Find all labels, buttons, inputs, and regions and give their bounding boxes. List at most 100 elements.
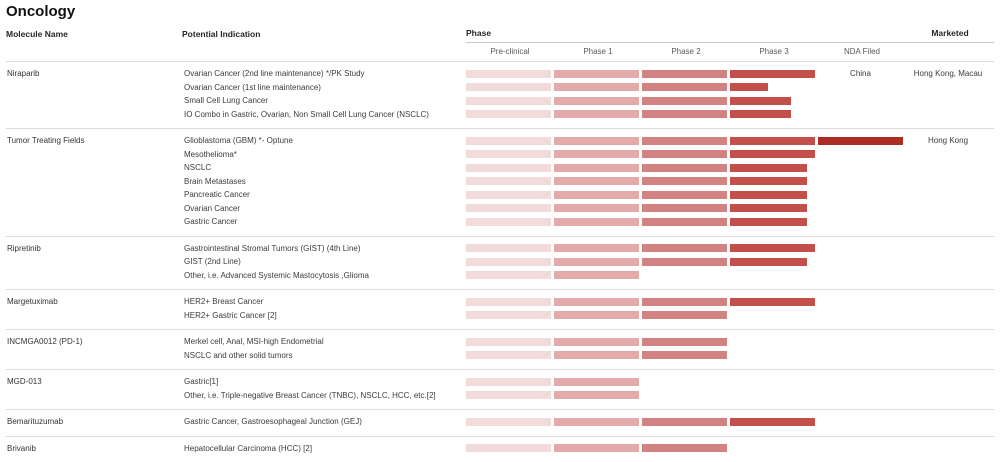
column-header-marketed: Marketed xyxy=(906,28,994,43)
phase-bar-segment-pre-clinical xyxy=(466,298,551,306)
indication-label: Gastric Cancer xyxy=(182,217,466,226)
phase-bar-segment-pre-clinical xyxy=(466,97,551,105)
phase-bar-segment-phase-1 xyxy=(554,83,639,91)
phase-bar-segment-phase-3 xyxy=(730,258,807,266)
indication-label: Gastric Cancer, Gastroesophageal Junctio… xyxy=(182,417,466,426)
phase-cell-phase-2 xyxy=(642,175,730,189)
phase-bar-segment-phase-3 xyxy=(730,177,807,185)
phase-cell-phase-2 xyxy=(642,349,730,363)
molecule-name: Margetuximab xyxy=(6,297,182,306)
indication-label: Merkel cell, Anal, MSI-high Endometrial xyxy=(182,337,466,346)
phase-bar-segment-phase-2 xyxy=(642,258,727,266)
phase-cell-phase-2 xyxy=(642,295,730,309)
pipeline-row: HER2+ Gastric Cancer [2] xyxy=(6,309,994,323)
pipeline-row: INCMGA0012 (PD-1)Merkel cell, Anal, MSI-… xyxy=(6,335,994,349)
phase-bar-segment-pre-clinical xyxy=(466,204,551,212)
phase-bar-segment-phase-3 xyxy=(730,150,815,158)
pipeline-row: Other, i.e. Triple-negative Breast Cance… xyxy=(6,389,994,403)
phase-cell-phase-2 xyxy=(642,188,730,202)
phase-cell-phase-2 xyxy=(642,81,730,95)
phase-cell-phase-2 xyxy=(642,309,730,323)
phase-bar-segment-phase-1 xyxy=(554,177,639,185)
phase-bar-segment-phase-2 xyxy=(642,137,727,145)
pipeline-row: Brain Metastases xyxy=(6,175,994,189)
phase-bar-segment-phase-1 xyxy=(554,311,639,319)
phase-cell-phase-1 xyxy=(554,81,642,95)
phase-cell-pre-clinical xyxy=(466,202,554,216)
phase-cell-phase-2 xyxy=(642,161,730,175)
pipeline-row: Small Cell Lung Cancer xyxy=(6,94,994,108)
indication-label: Gastric[1] xyxy=(182,377,466,386)
phase-cell-phase-3 xyxy=(730,242,818,256)
phase-bar-segment-phase-2 xyxy=(642,218,727,226)
phase-cell-nda-filed xyxy=(818,242,906,256)
phase-bar-segment-pre-clinical xyxy=(466,391,551,399)
indication-label: Ovarian Cancer (2nd line maintenance) */… xyxy=(182,69,466,78)
phase-bar-segment-phase-1 xyxy=(554,271,639,279)
page-title: Oncology xyxy=(6,3,994,21)
phase-bar-segment-phase-2 xyxy=(642,83,727,91)
phase-cell-pre-clinical xyxy=(466,161,554,175)
molecule-name: INCMGA0012 (PD-1) xyxy=(6,337,182,346)
phase-bar-segment-phase-1 xyxy=(554,191,639,199)
phase-cell-phase-3 xyxy=(730,295,818,309)
phase-cell-phase-2 xyxy=(642,255,730,269)
phase-subheader-phase-1: Phase 1 xyxy=(554,47,642,56)
phase-bar-segment-pre-clinical xyxy=(466,418,551,426)
indication-label: Ovarian Cancer (1st line maintenance) xyxy=(182,83,466,92)
phase-bar-segment-phase-2 xyxy=(642,204,727,212)
indication-label: Small Cell Lung Cancer xyxy=(182,96,466,105)
phase-cell-pre-clinical xyxy=(466,175,554,189)
phase-bar-segment-pre-clinical xyxy=(466,137,551,145)
phase-cell-phase-3 xyxy=(730,309,818,323)
phase-bar-segment-pre-clinical xyxy=(466,351,551,359)
phase-cell-phase-2 xyxy=(642,134,730,148)
pipeline-row: IO Combo in Gastric, Ovarian, Non Small … xyxy=(6,108,994,122)
phase-cell-nda-filed xyxy=(818,375,906,389)
phase-cell-phase-1 xyxy=(554,215,642,229)
indication-label: Glioblastoma (GBM) *- Optune xyxy=(182,136,466,145)
phase-bar-segment-phase-3 xyxy=(730,218,807,226)
phase-cell-phase-1 xyxy=(554,188,642,202)
phase-cell-phase-3 xyxy=(730,148,818,162)
phase-bar-segment-pre-clinical xyxy=(466,444,551,452)
phase-cell-phase-2 xyxy=(642,375,730,389)
phase-cell-phase-1 xyxy=(554,389,642,403)
phase-bar-segment-pre-clinical xyxy=(466,258,551,266)
phase-cell-phase-3 xyxy=(730,202,818,216)
phase-bar-segment-pre-clinical xyxy=(466,83,551,91)
phase-cell-phase-1 xyxy=(554,309,642,323)
phase-cell-phase-3 xyxy=(730,108,818,122)
table-header-row: Molecule Name Potential Indication Phase… xyxy=(6,28,994,43)
column-header-molecule-name: Molecule Name xyxy=(6,29,182,43)
phase-cell-phase-1 xyxy=(554,134,642,148)
phase-cell-phase-1 xyxy=(554,67,642,81)
phase-cell-pre-clinical xyxy=(466,188,554,202)
phase-bar-segment-pre-clinical xyxy=(466,177,551,185)
phase-bar-segment-phase-3 xyxy=(730,110,791,118)
phase-bar-segment-phase-3 xyxy=(730,164,807,172)
pipeline-row: GIST (2nd Line) xyxy=(6,255,994,269)
indication-label: Ovarian Cancer xyxy=(182,204,466,213)
column-header-potential-indication: Potential Indication xyxy=(182,29,466,43)
molecule-name: Bemarituzumab xyxy=(6,417,182,426)
phase-cell-phase-2 xyxy=(642,108,730,122)
phase-bar-segment-pre-clinical xyxy=(466,164,551,172)
phase-bar-segment-phase-2 xyxy=(642,244,727,252)
phase-bar-segment-phase-1 xyxy=(554,218,639,226)
phase-cell-nda-filed xyxy=(818,442,906,456)
indication-label: Gastrointestinal Stromal Tumors (GIST) (… xyxy=(182,244,466,253)
indication-label: Mesothelioma* xyxy=(182,150,466,159)
phase-bar-segment-phase-1 xyxy=(554,351,639,359)
phase-cell-phase-3 xyxy=(730,335,818,349)
indication-label: Hepatocellular Carcinoma (HCC) [2] xyxy=(182,444,466,453)
phase-bar-segment-phase-1 xyxy=(554,204,639,212)
phase-cell-phase-3 xyxy=(730,255,818,269)
phase-cell-phase-3 xyxy=(730,81,818,95)
indication-label: Other, i.e. Advanced Systemic Mastocytos… xyxy=(182,271,466,280)
